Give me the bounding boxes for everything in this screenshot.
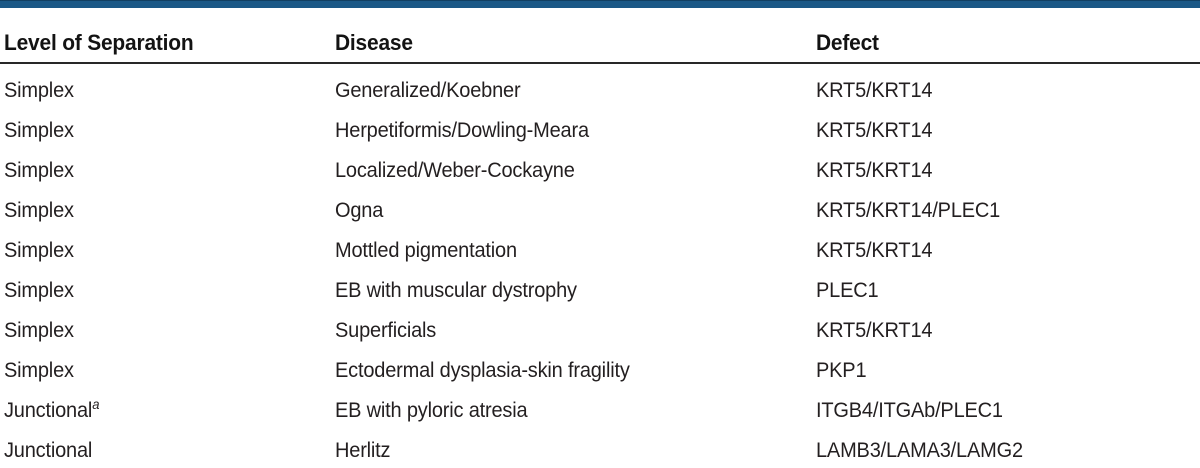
table-row: Simplex Ectodermal dysplasia-skin fragili… bbox=[0, 350, 1200, 390]
defect-cell: ITGB4/ITGAb/PLEC1 bbox=[816, 398, 1003, 422]
level-cell: Simplex bbox=[4, 358, 74, 382]
disease-cell: Superficials bbox=[335, 318, 437, 342]
defect-cell: PKP1 bbox=[816, 358, 867, 382]
footnote-marker: a bbox=[92, 395, 100, 412]
level-cell: Simplex bbox=[4, 78, 74, 102]
defect-cell: KRT5/KRT14/PLEC1 bbox=[816, 198, 1001, 222]
defect-cell: KRT5/KRT14 bbox=[816, 158, 933, 182]
level-cell: Simplex bbox=[4, 158, 74, 182]
table-header-row: Level of Separation Disease Defect bbox=[0, 24, 1200, 62]
table-body: Simplex Generalized/Koebner KRT5/KRT14 Simp… bbox=[0, 70, 1200, 468]
disease-cell: Ectodermal dysplasia-skin fragility bbox=[335, 358, 630, 382]
table-row: Simplex Localized/Weber-Cockayne KRT5/KRT1… bbox=[0, 150, 1200, 190]
column-header-label: Level of Separation bbox=[4, 30, 194, 55]
level-cell: Simplex bbox=[4, 278, 74, 302]
disease-cell: Mottled pigmentation bbox=[335, 238, 517, 262]
disease-cell: Herlitz bbox=[335, 438, 391, 462]
disease-cell: EB with muscular dystrophy bbox=[335, 278, 577, 302]
table-row: Simplex Superficials KRT5/KRT14 bbox=[0, 310, 1200, 350]
level-cell: Simplex bbox=[4, 238, 74, 262]
disease-cell: EB with pyloric atresia bbox=[335, 398, 528, 422]
level-cell: Simplex bbox=[4, 198, 74, 222]
table-row: Simplex Mottled pigmentation KRT5/KRT14 bbox=[0, 230, 1200, 270]
disease-cell: Localized/Weber-Cockayne bbox=[335, 158, 575, 182]
table-row: Simplex EB with muscular dystrophy PLEC1 bbox=[0, 270, 1200, 310]
table-row: Simplex Ogna KRT5/KRT14/PLEC1 bbox=[0, 190, 1200, 230]
defect-cell: KRT5/KRT14 bbox=[816, 318, 933, 342]
defect-cell: KRT5/KRT14 bbox=[816, 118, 933, 142]
column-header-disease: Disease bbox=[335, 24, 419, 62]
column-header-defect: Defect bbox=[816, 24, 884, 62]
defect-cell: KRT5/KRT14 bbox=[816, 78, 933, 102]
table-accent-bar bbox=[0, 0, 1200, 8]
defect-cell: KRT5/KRT14 bbox=[816, 238, 933, 262]
disease-cell: Herpetiformis/Dowling-Meara bbox=[335, 118, 589, 142]
table-row: Simplex Herpetiformis/Dowling-Meara KRT5/K… bbox=[0, 110, 1200, 150]
disease-cell: Generalized/Koebner bbox=[335, 78, 521, 102]
defect-cell: LAMB3/LAMA3/LAMG2 bbox=[816, 438, 1023, 462]
table-row: Simplex Generalized/Koebner KRT5/KRT14 bbox=[0, 70, 1200, 110]
defect-cell: PLEC1 bbox=[816, 278, 879, 302]
level-cell: Simplex bbox=[4, 318, 74, 342]
column-header-level-of-separation: Level of Separation bbox=[4, 24, 208, 62]
level-cell: Junctional bbox=[4, 438, 93, 462]
level-cell: Junctionala bbox=[4, 395, 100, 422]
column-header-label: Disease bbox=[335, 30, 413, 55]
table-row: Junctionala EB with pyloric atresia ITGB4/… bbox=[0, 390, 1200, 430]
disease-cell: Ogna bbox=[335, 198, 384, 222]
header-divider-rule bbox=[0, 62, 1200, 64]
column-header-label: Defect bbox=[816, 30, 879, 55]
level-cell: Simplex bbox=[4, 118, 74, 142]
table-row: Junctional Herlitz LAMB3/LAMA3/LAMG2 bbox=[0, 430, 1200, 468]
